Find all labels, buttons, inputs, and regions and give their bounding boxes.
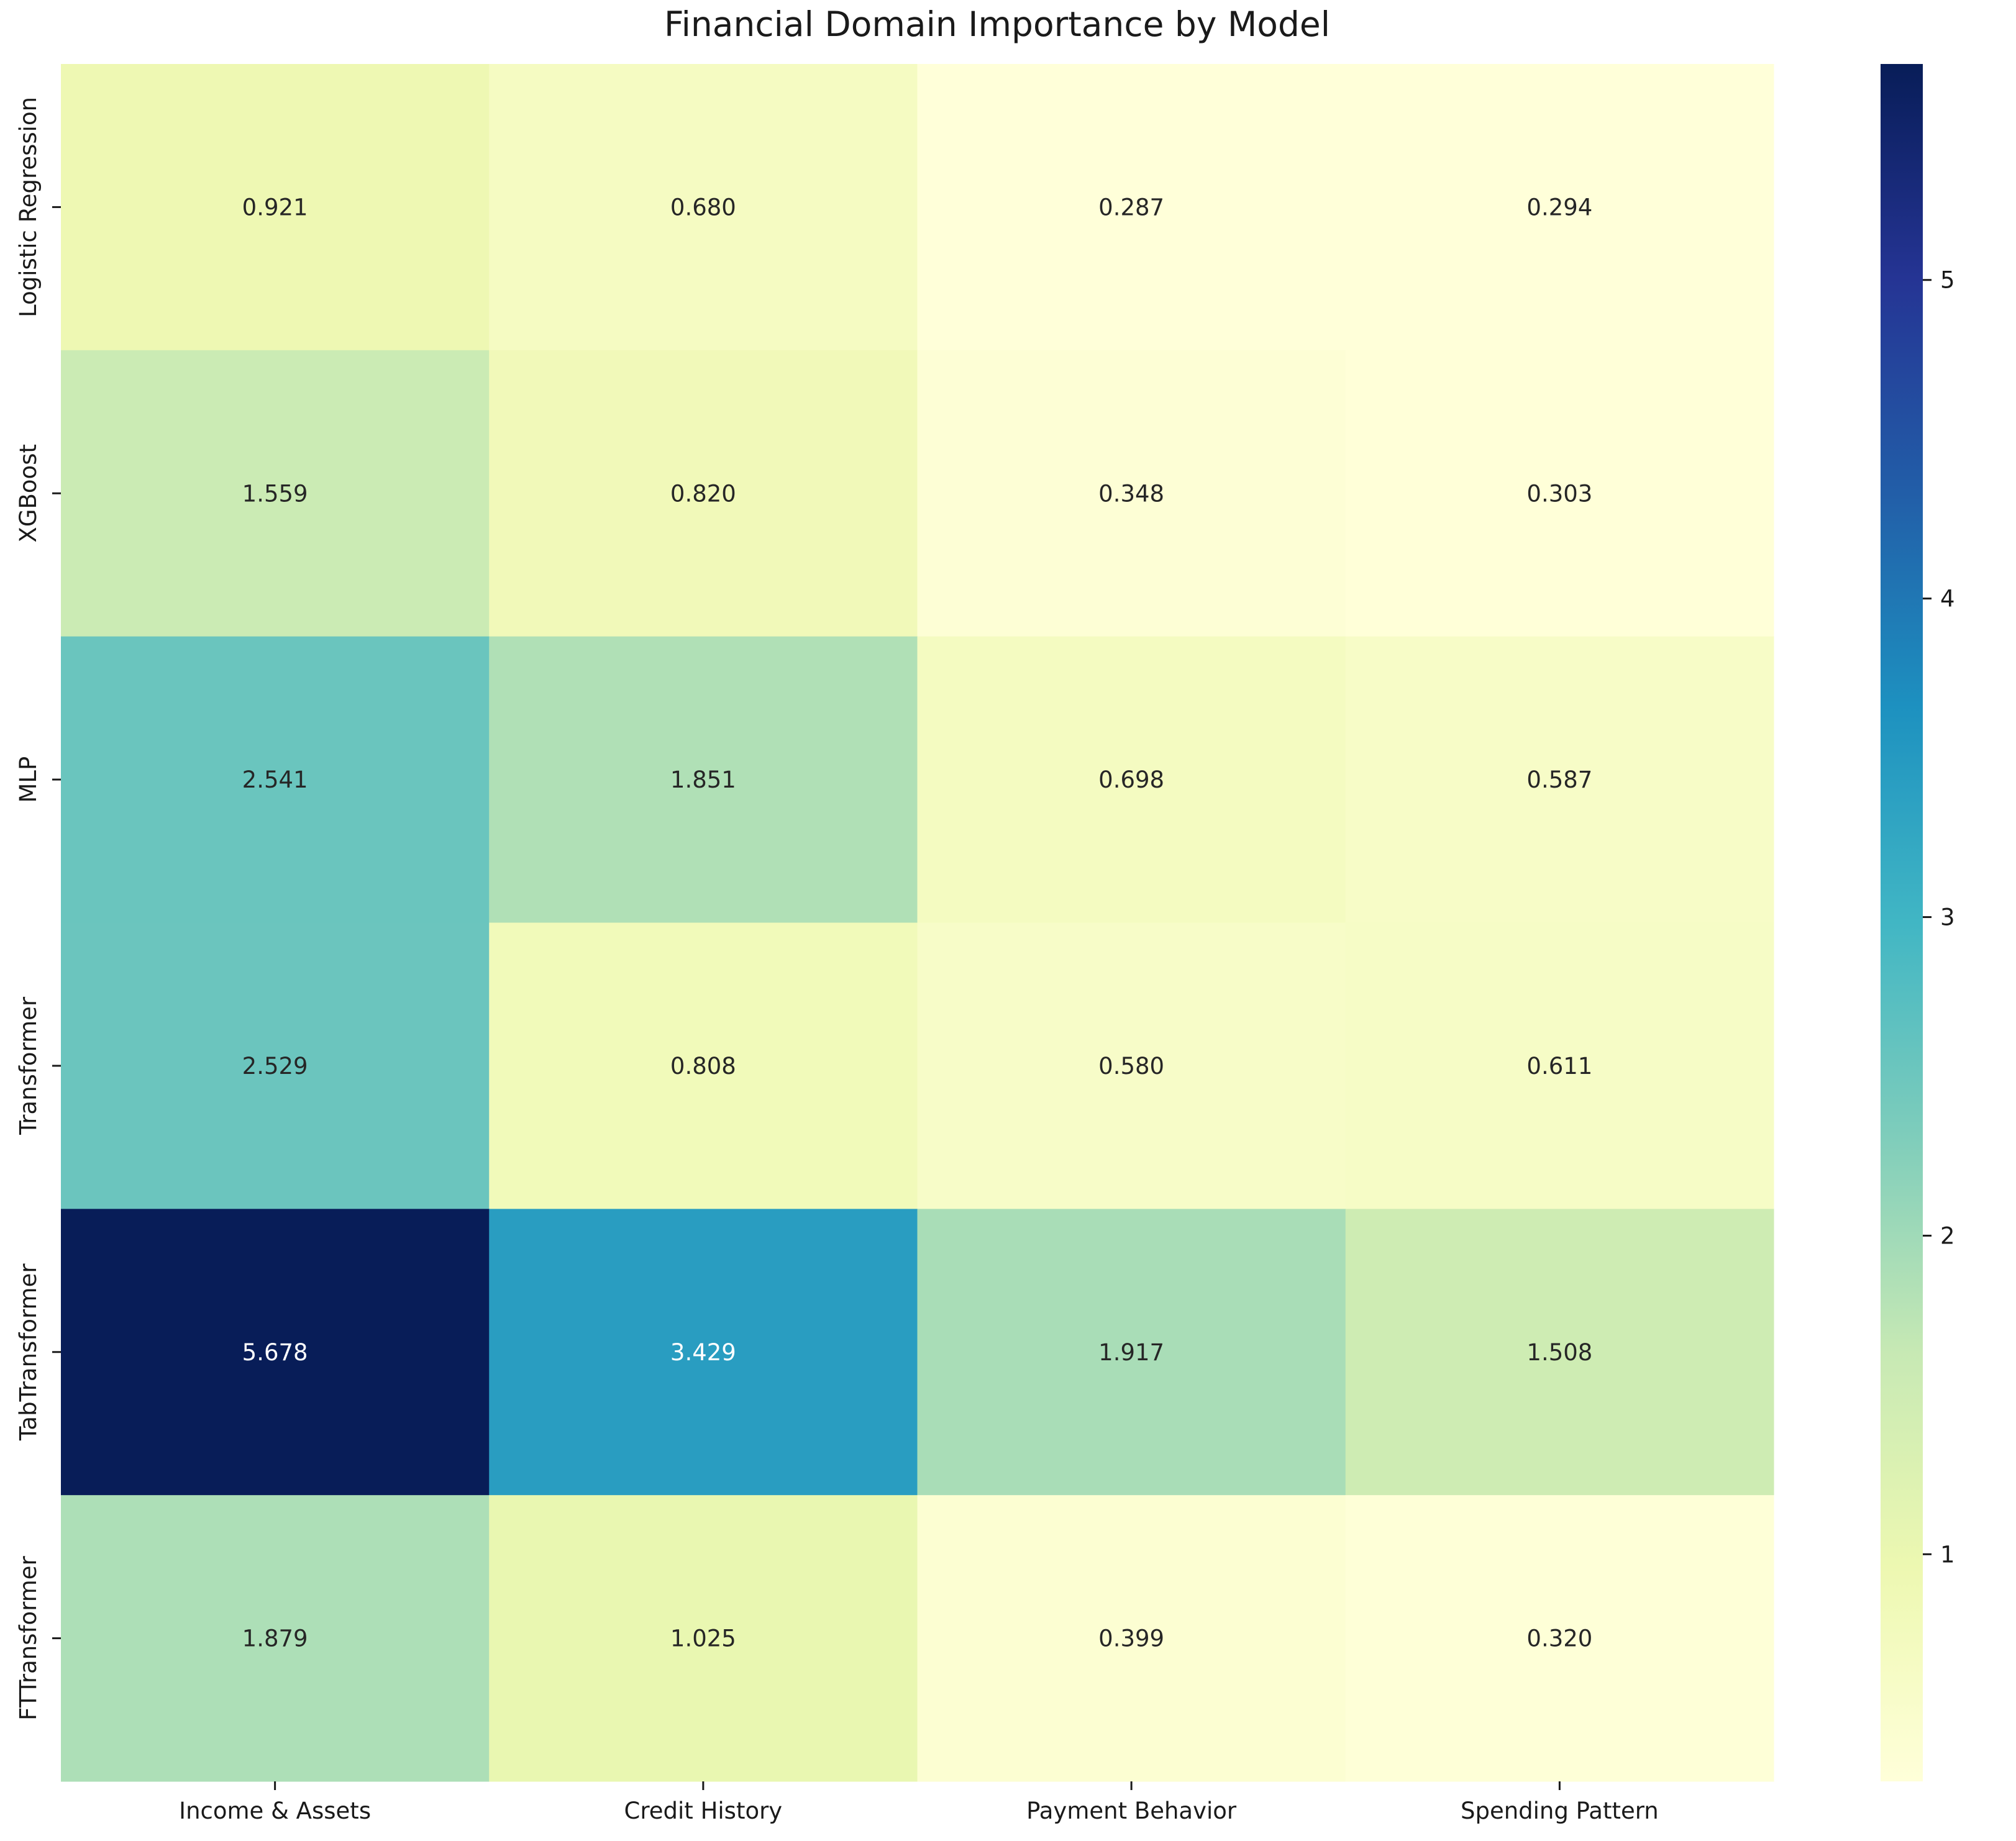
cell-annotations: 0.921 0.680 0.287 0.294 1.559 0.820 0.348 0.303… (242, 194, 1593, 1652)
chart-title: Financial Domain Importance by Model (664, 4, 1330, 44)
heatmap-cell (917, 1209, 1346, 1496)
heatmap-cell (917, 922, 1346, 1209)
cell-value-label: 5.678 (242, 1339, 308, 1366)
cell-value-label: 0.580 (1098, 1053, 1164, 1080)
cell-value-label: 0.808 (670, 1053, 736, 1080)
cell-value-label: 1.851 (670, 766, 736, 793)
cell-value-label: 0.921 (242, 194, 308, 220)
heatmap-cell (1345, 922, 1774, 1209)
heatmap-cell (917, 636, 1346, 923)
cell-value-label: 0.294 (1526, 194, 1592, 220)
heatmap-cell (489, 1209, 918, 1496)
heatmap-cell (61, 1495, 490, 1782)
cell-value-label: 0.320 (1526, 1625, 1592, 1652)
colorbar-tick-label: 5 (1940, 267, 1955, 294)
cell-value-label: 0.303 (1526, 480, 1592, 507)
row-label: Logistic Regression (15, 97, 42, 317)
heatmap-cell (1345, 1209, 1774, 1496)
heatmap-cell (61, 350, 490, 637)
cell-value-label: 1.559 (242, 480, 308, 507)
column-label: Payment Behavior (1026, 1798, 1237, 1824)
row-label: FTTransformer (15, 1555, 42, 1720)
cell-value-label: 3.429 (670, 1339, 736, 1366)
cell-value-label: 0.587 (1526, 766, 1592, 793)
heatmap-cell (489, 922, 918, 1209)
column-labels: Income & Assets Credit History Payment Beh… (179, 1781, 1659, 1824)
heatmap-cell (1345, 350, 1774, 637)
cell-value-label: 2.541 (242, 766, 308, 793)
column-label: Income & Assets (179, 1798, 371, 1824)
row-label: TabTransformer (15, 1263, 42, 1441)
cell-value-label: 0.348 (1098, 480, 1164, 507)
heatmap-cell (61, 922, 490, 1209)
colorbar-tick-label: 3 (1940, 904, 1955, 931)
cell-value-label: 0.399 (1098, 1625, 1164, 1652)
colorbar (1881, 64, 1923, 1781)
cell-value-label: 0.611 (1526, 1053, 1592, 1080)
row-label: Transformer (15, 996, 42, 1135)
cell-value-label: 1.917 (1098, 1339, 1164, 1366)
row-label: XGBoost (15, 444, 42, 542)
heatmap-cell (489, 636, 918, 923)
colorbar-tick-label: 1 (1940, 1541, 1955, 1568)
heatmap-cell (1345, 64, 1774, 351)
cell-value-label: 1.025 (670, 1625, 736, 1652)
cell-value-label: 1.508 (1526, 1339, 1592, 1366)
cell-value-label: 0.680 (670, 194, 736, 220)
column-label: Spending Pattern (1461, 1798, 1659, 1824)
heatmap-cells (61, 64, 1774, 1782)
row-labels: Logistic Regression XGBoost MLP Transformer… (15, 97, 61, 1721)
colorbar-tick-label: 4 (1940, 586, 1955, 612)
heatmap-cell (61, 1209, 490, 1496)
cell-value-label: 2.529 (242, 1053, 308, 1080)
heatmap-cell (1345, 1495, 1774, 1782)
heatmap-cell (61, 64, 490, 351)
cell-value-label: 1.879 (242, 1625, 308, 1652)
heatmap-cell (917, 350, 1346, 637)
colorbar-tick-label: 2 (1940, 1222, 1955, 1249)
heatmap-cell (489, 1495, 918, 1782)
heatmap-cell (1345, 636, 1774, 923)
heatmap-cell (489, 350, 918, 637)
heatmap-cell (489, 64, 918, 351)
row-label: MLP (15, 757, 42, 803)
heatmap-cell (917, 1495, 1346, 1782)
heatmap-cell (61, 636, 490, 923)
colorbar-ticks: 1 2 3 4 5 (1923, 267, 1955, 1568)
heatmap-cell (917, 64, 1346, 351)
cell-value-label: 0.698 (1098, 766, 1164, 793)
column-label: Credit History (624, 1798, 783, 1824)
cell-value-label: 0.820 (670, 480, 736, 507)
cell-value-label: 0.287 (1098, 194, 1164, 220)
